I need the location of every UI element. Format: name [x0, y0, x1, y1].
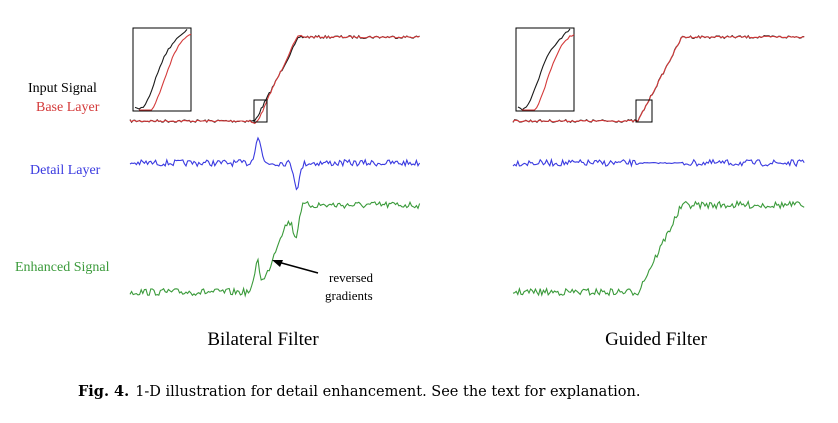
gf-base-layer [512, 35, 805, 123]
bf-zoom-region [253, 99, 268, 123]
label-detail-layer: Detail Layer [30, 163, 101, 178]
annotation-arrow [277, 261, 319, 274]
gf-detail-layer [512, 157, 805, 168]
label-input-signal: Input Signal [28, 81, 97, 96]
gf-inset-base-curve [522, 34, 575, 111]
panel-title-bilateral: Bilateral Filter [207, 329, 319, 350]
bf-inset-base-curve [139, 33, 192, 111]
gf-zoom-region [635, 99, 653, 123]
bf-inset-input-curve [134, 29, 188, 110]
annotation-line-2: gradients [325, 288, 373, 303]
panel-bilateral: reversed gradients [129, 27, 421, 303]
annotation-arrowhead [272, 260, 283, 267]
gf-inset-input-curve [517, 28, 571, 111]
label-enhanced-signal: Enhanced Signal [15, 260, 110, 275]
annotation-line-1: reversed [329, 270, 374, 285]
bf-detail-layer [129, 136, 421, 191]
figure-caption: Fig. 4. 1-D illustration for detail enhan… [78, 383, 640, 400]
bf-enhanced-signal [129, 200, 421, 298]
panel-guided [512, 27, 805, 297]
label-base-layer: Base Layer [36, 100, 100, 115]
panel-title-guided: Guided Filter [605, 329, 708, 350]
bf-base-layer [129, 34, 420, 125]
caption-text: 1-D illustration for detail enhancement.… [135, 384, 640, 400]
gf-enhanced-signal [512, 199, 805, 297]
caption-label: Fig. 4. [78, 383, 129, 400]
